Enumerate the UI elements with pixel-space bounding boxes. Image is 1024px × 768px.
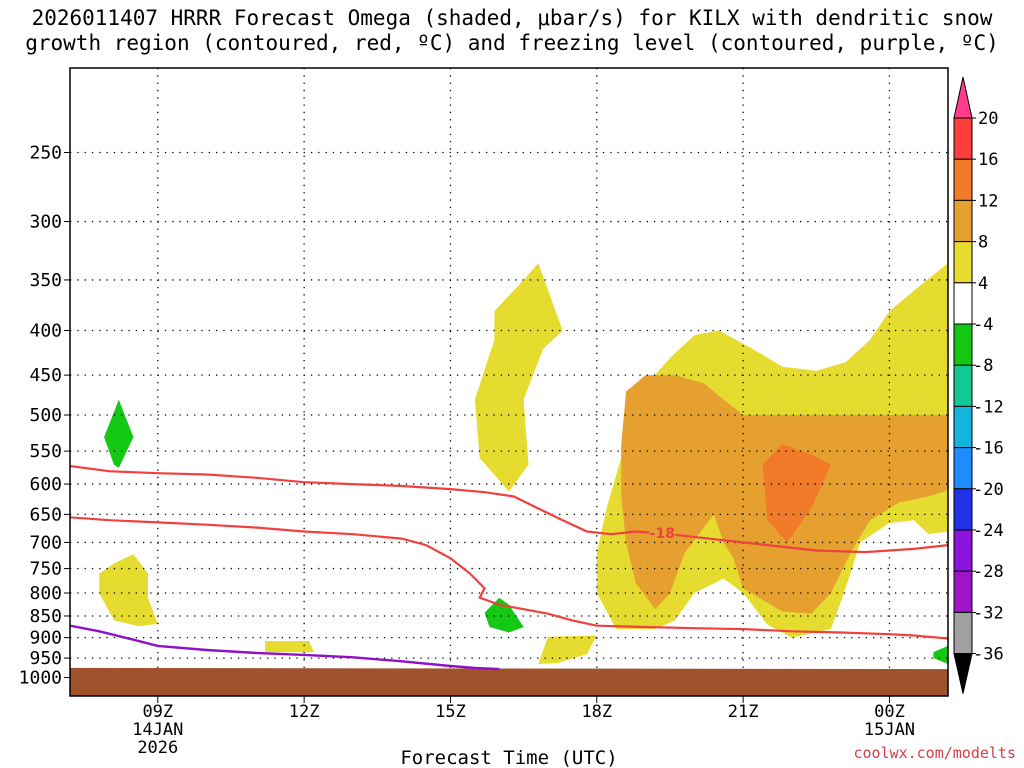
y-tick-label-550: 550 [29, 441, 62, 462]
omega-region-8 [484, 597, 524, 633]
colorbar-swatch-8 [953, 405, 973, 449]
colorbar-swatch-11 [953, 529, 973, 572]
x-tick-label-18Z: 18Z [581, 702, 612, 722]
dgz-upper-line [70, 464, 948, 554]
x-tick-label-15Z: 15Z [435, 702, 466, 722]
x-tick-label-21Z: 21Z [728, 702, 759, 722]
x-axis-label: Forecast Time (UTC) [400, 747, 617, 768]
colorbar-swatch-10 [953, 488, 973, 531]
omega-region-7 [104, 399, 134, 468]
colorbar-swatch-7 [953, 364, 973, 407]
y-tick-label-350: 350 [29, 270, 62, 291]
gridlines [70, 68, 948, 696]
x-tick-label-2026: 2026 [137, 738, 178, 758]
colorbar-swatch-1 [953, 117, 973, 160]
y-tick-label-250: 250 [29, 143, 62, 164]
omega-region-9 [933, 645, 948, 664]
colorbar-label--12: -12 [973, 397, 1004, 417]
chart-title: 2026011407 HRRR Forecast Omega (shaded, … [0, 6, 1024, 56]
y-tick-label-850: 850 [29, 606, 62, 627]
x-tick-label-12Z: 12Z [289, 702, 320, 722]
x-tick-label-09Z: 09Z [142, 702, 173, 722]
colorbar-swatch-6 [953, 323, 973, 366]
contours: -18 [70, 464, 948, 671]
colorbar-label--24: -24 [973, 521, 1004, 541]
dgz-upper-label: -18 [650, 526, 675, 542]
y-tick-label-450: 450 [29, 365, 62, 386]
colorbar-label-8: 8 [978, 233, 988, 253]
y-tick-label-600: 600 [29, 474, 62, 495]
colorbar-label--36: -36 [973, 645, 1004, 665]
y-tick-label-1000: 1000 [19, 668, 62, 689]
colorbar-label-4: 4 [978, 274, 988, 294]
omega-region-6 [538, 635, 597, 664]
colorbar-label--20: -20 [973, 480, 1004, 500]
colorbar-swatch-12 [953, 570, 973, 613]
colorbar-swatch-5 [953, 282, 973, 325]
freezing-level-line [70, 624, 500, 671]
colorbar-label-20: 20 [978, 109, 998, 129]
y-tick-label-950: 950 [29, 648, 62, 669]
chart-title-line-1: 2026011407 HRRR Forecast Omega (shaded, … [31, 6, 993, 30]
colorbar-label--16: -16 [973, 439, 1004, 459]
colorbar-label--4: -4 [973, 315, 993, 335]
ground-fill [70, 667, 948, 696]
omega-shading [99, 263, 948, 664]
y-tick-label-750: 750 [29, 559, 62, 580]
colorbar-label-12: 12 [978, 191, 998, 211]
y-tick-label-500: 500 [29, 405, 62, 426]
x-tick-label-00Z: 00Z [874, 702, 905, 722]
colorbar-label-16: 16 [978, 150, 998, 170]
y-tick-label-700: 700 [29, 532, 62, 553]
y-tick-label-400: 400 [29, 321, 62, 342]
colorbar-bottom-arrow [953, 653, 973, 694]
y-tick-label-300: 300 [29, 212, 62, 233]
dgz-upper-label-bg [649, 525, 676, 542]
colorbar-label--8: -8 [973, 356, 993, 376]
y-tick-label-800: 800 [29, 583, 62, 604]
colorbar-swatch-13 [953, 611, 973, 655]
omega-region-5 [265, 641, 314, 653]
colorbar-top-arrow [953, 76, 973, 119]
x-tick-label-15JAN: 15JAN [864, 720, 915, 740]
colorbar: 20 16 12 8 4 -4 -8 -12 -16 -20 -24 -28 -32 -36 [953, 76, 1004, 694]
chart-title-line-2: growth region (contoured, red, ºC) and f… [25, 31, 999, 55]
colorbar-label--32: -32 [973, 603, 1004, 623]
x-tick-label-14JAN: 14JAN [132, 720, 183, 740]
colorbar-label--28: -28 [973, 562, 1004, 582]
omega-region-0 [474, 263, 563, 492]
colorbar-swatch-2 [953, 158, 973, 201]
y-tick-label-900: 900 [29, 628, 62, 649]
colorbar-swatch-3 [953, 199, 973, 243]
plot-frame [69, 67, 949, 697]
ground-layer [70, 667, 948, 696]
omega-region-3 [762, 444, 831, 543]
dgz-lower-line [70, 516, 948, 640]
y-tick-label-650: 650 [29, 504, 62, 525]
y-axis: 2503003504004505005506006507007508008509… [19, 143, 70, 689]
omega-region-4 [99, 554, 158, 627]
colorbar-swatch-9 [953, 447, 973, 490]
colorbar-swatch-4 [953, 241, 973, 284]
credit-text: coolwx.com/modelts [853, 744, 1016, 762]
